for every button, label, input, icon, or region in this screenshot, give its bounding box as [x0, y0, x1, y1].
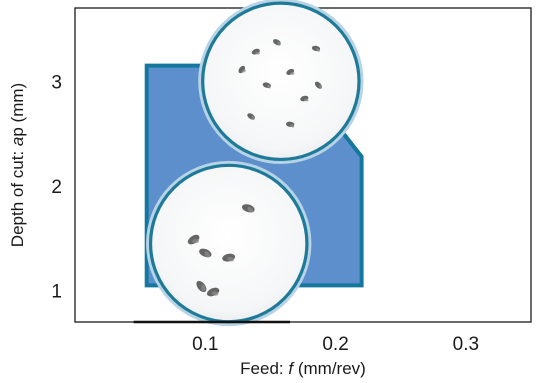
y-tick-label: 2: [51, 177, 62, 198]
x-tick-label: 0.2: [322, 334, 348, 355]
y-tick-label: 1: [51, 282, 62, 303]
x-tick-label: 0.3: [453, 334, 479, 355]
x-tick-label: 0.1: [192, 334, 218, 355]
x-axis-label: Feed: f (mm/rev): [240, 359, 366, 378]
chip-sample-upper: [198, 0, 364, 164]
y-axis-label: Depth of cut: ap (mm): [8, 83, 27, 247]
y-tick-label: 3: [51, 72, 62, 93]
chip-sample-lower: [146, 160, 312, 327]
